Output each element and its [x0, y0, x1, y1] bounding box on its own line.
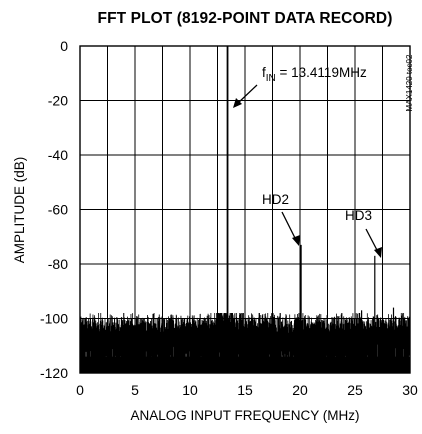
hd3-arrowhead: [374, 247, 382, 258]
spectrum-peaks: [226, 46, 395, 373]
annotations: fIN = 13.4119MHz HD2 HD3: [233, 65, 382, 258]
y-tick-label: -80: [48, 256, 68, 272]
x-axis-label: ANALOG INPUT FREQUENCY (MHz): [130, 408, 359, 423]
fin-arrowhead: [233, 98, 242, 108]
chart-title: FFT PLOT (8192-POINT DATA RECORD): [98, 10, 393, 27]
tick-labels: 0 5 10 15 20 25 30 0 -20 -40 -60 -80 -100 -120: [40, 38, 418, 398]
noise-floor-band: [80, 356, 410, 373]
y-tick-label: -40: [48, 147, 68, 163]
hd2-annotation: HD2: [262, 192, 289, 207]
hd3-arrow: [365, 228, 379, 253]
fin-annotation: fIN = 13.4119MHz: [262, 65, 367, 84]
plot-frame: [79, 45, 411, 374]
y-tick-label: -120: [40, 365, 68, 381]
y-tick-label: -100: [40, 311, 68, 327]
y-tick-label: -20: [48, 93, 68, 109]
x-tick-label: 15: [237, 382, 253, 398]
y-tick-label: 0: [60, 38, 68, 54]
x-tick-label: 0: [76, 382, 84, 398]
x-tick-label: 10: [182, 382, 198, 398]
hd2-arrow: [281, 211, 297, 241]
hd2-arrowhead: [292, 235, 300, 246]
grid: [80, 46, 410, 373]
x-tick-label: 20: [292, 382, 308, 398]
x-tick-label: 5: [131, 382, 139, 398]
y-tick-label: -60: [48, 202, 68, 218]
y-axis-label: AMPLITUDE (dB): [12, 157, 27, 264]
figure-code: MAX1420 toc02: [405, 54, 414, 111]
hd3-annotation: HD3: [345, 208, 372, 223]
x-tick-label: 25: [347, 382, 363, 398]
fin-arrow: [236, 84, 258, 105]
x-tick-label: 30: [402, 382, 418, 398]
